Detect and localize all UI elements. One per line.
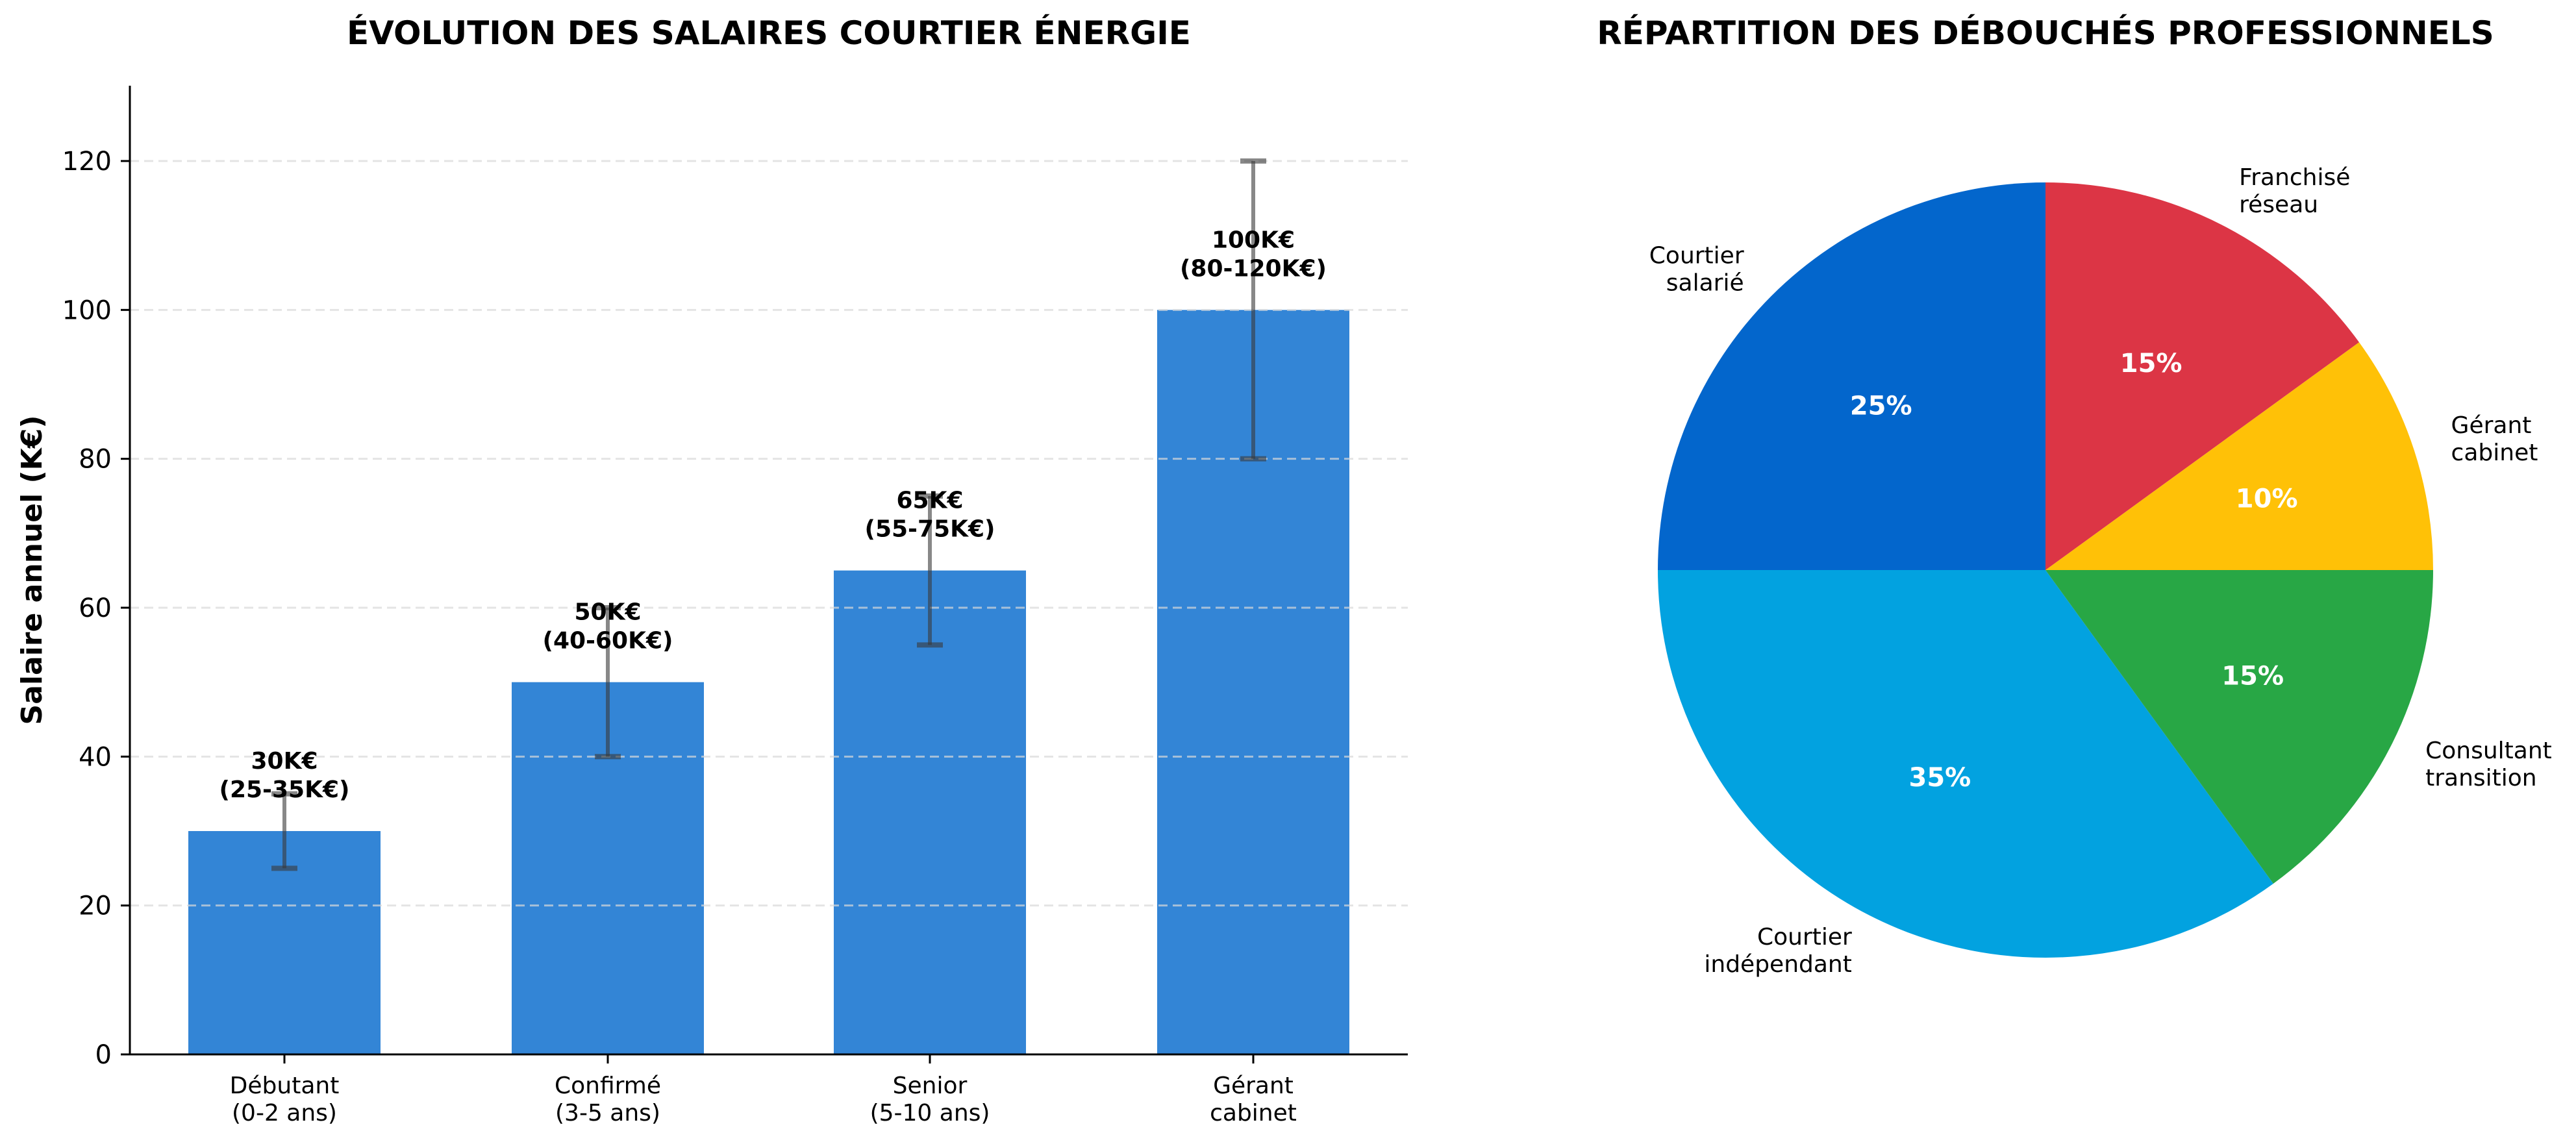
y-tick-label: 0 (95, 1040, 112, 1070)
pie-slice-label: transition (2425, 765, 2537, 791)
pie-slice-label: salarié (1666, 270, 1744, 297)
pie-pct-label: 15% (2120, 349, 2182, 379)
x-tick-label: (3-5 ans) (555, 1100, 660, 1126)
bar-range-label: (40-60K€) (543, 628, 673, 654)
y-tick-label: 120 (62, 147, 112, 177)
y-tick-label: 60 (79, 593, 112, 623)
bar-range-label: (80-120K€) (1180, 255, 1327, 282)
bar-value-label: 30K€ (251, 748, 318, 775)
bar-range-label: (55-75K€) (865, 516, 995, 543)
pie-slice-label: cabinet (2451, 440, 2538, 466)
y-tick-label: 20 (79, 891, 112, 921)
y-axis-label: Salaire annuel (K€) (16, 416, 49, 725)
pie-pct-label: 10% (2236, 484, 2298, 514)
x-tick-label: (5-10 ans) (870, 1100, 990, 1126)
pie-slice (2045, 182, 2359, 570)
bar-value-label: 50K€ (574, 599, 641, 626)
pie-slice (1658, 182, 2045, 570)
pie-slice-label: Consultant (2425, 738, 2552, 764)
bar-value-label: 100K€ (1212, 227, 1295, 253)
bar-range-label: (25-35K€) (219, 777, 350, 803)
pie-slice-label: Franchisé (2239, 164, 2350, 191)
bar-value-label: 65K€ (896, 488, 963, 514)
pie-pct-label: 15% (2221, 662, 2284, 691)
x-tick-label: Confirmé (555, 1073, 661, 1099)
y-tick-label: 100 (62, 295, 112, 325)
bar-chart: 30K€(25-35K€) 50K€(40-60K€) 65K€(55-75K€) 1… (16, 86, 1408, 1126)
pie-slice-label: indépendant (1704, 951, 1851, 978)
pie-chart-title: RÉPARTITION DES DÉBOUCHÉS PROFESSIONNELS (1597, 14, 2494, 52)
pie-slice-label: Courtier (1757, 924, 1852, 951)
x-tick-label: cabinet (1210, 1100, 1297, 1126)
pie-slice-label: Courtier (1649, 243, 1744, 269)
pie-slice-label: Gérant (2451, 412, 2532, 439)
x-tick-label: Débutant (230, 1073, 340, 1099)
pie-slice-label: réseau (2239, 192, 2318, 218)
bar-chart-title: ÉVOLUTION DES SALAIRES COURTIER ÉNERGIE (347, 14, 1191, 52)
y-tick-label: 40 (79, 742, 112, 772)
x-tick-label: Senior (893, 1073, 968, 1099)
pie-pct-label: 25% (1850, 392, 1912, 421)
pie-slice (1658, 570, 2273, 958)
pie-slice (2045, 570, 2433, 884)
x-tick-label: Gérant (1213, 1073, 1294, 1099)
pie-slice (2045, 342, 2433, 570)
x-tick-label: (0-2 ans) (232, 1100, 337, 1126)
bar (834, 570, 1026, 1054)
y-tick-label: 80 (79, 445, 112, 475)
pie-pct-label: 35% (1909, 763, 1971, 793)
